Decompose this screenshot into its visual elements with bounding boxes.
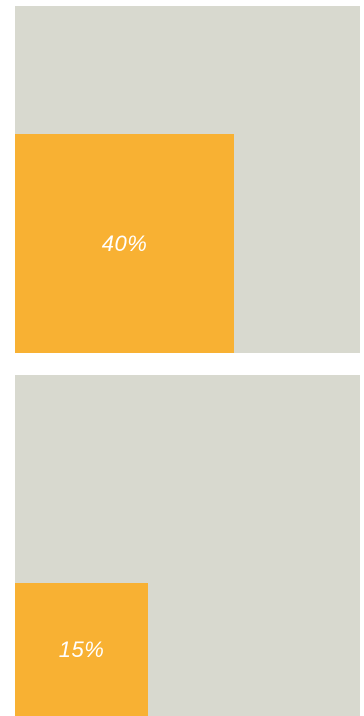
percentage-tile-top: 40% [15, 6, 360, 353]
percentage-tile-bottom: 15% [15, 375, 360, 716]
percentage-fill-bottom: 15% [15, 583, 148, 716]
percentage-fill-top: 40% [15, 134, 234, 353]
percentage-label-bottom: 15% [58, 636, 105, 662]
percentage-label-top: 40% [101, 230, 148, 256]
